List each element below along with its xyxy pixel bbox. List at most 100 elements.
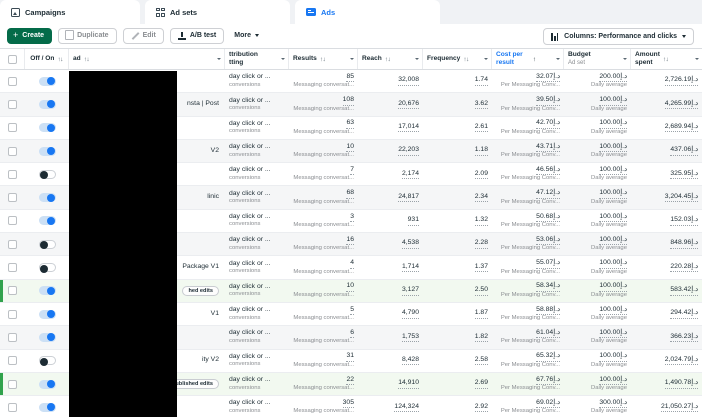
ad-name-cell[interactable]: linic [69, 186, 225, 208]
off-on-toggle[interactable] [38, 146, 56, 156]
ad-name-cell[interactable]: hed edits [69, 280, 225, 302]
row-toggle-cell[interactable] [25, 233, 69, 255]
header-budget[interactable]: Budget Ad set [564, 49, 631, 69]
duplicate-button[interactable]: Duplicate [58, 27, 117, 44]
row-select-cell[interactable] [0, 280, 25, 302]
row-toggle-cell[interactable] [25, 280, 69, 302]
off-on-toggle[interactable] [38, 169, 56, 180]
off-on-toggle[interactable] [38, 379, 56, 389]
row-toggle-cell[interactable] [25, 256, 69, 278]
column-menu-icon[interactable] [556, 58, 560, 60]
row-checkbox[interactable] [8, 402, 17, 412]
row-toggle-cell[interactable] [25, 140, 69, 162]
row-select-cell[interactable] [0, 93, 25, 115]
off-on-toggle[interactable] [38, 356, 56, 366]
off-on-toggle[interactable] [38, 263, 56, 273]
row-select-cell[interactable] [0, 233, 25, 255]
off-on-toggle[interactable] [38, 309, 56, 319]
tab-adsets[interactable]: Ad sets [145, 0, 290, 24]
row-toggle-cell[interactable] [25, 326, 69, 348]
ad-name-cell[interactable]: ity V2 [69, 350, 225, 372]
off-on-toggle[interactable] [38, 76, 56, 86]
row-select-cell[interactable] [0, 396, 25, 417]
row-checkbox[interactable] [8, 286, 17, 296]
row-select-cell[interactable] [0, 350, 25, 372]
row-checkbox[interactable] [8, 356, 17, 366]
row-select-cell[interactable] [0, 210, 25, 232]
row-checkbox[interactable] [8, 123, 17, 133]
ad-name-cell[interactable]: V2 [69, 140, 225, 162]
header-results[interactable]: Results ↑↓ [289, 49, 358, 69]
row-checkbox[interactable] [8, 146, 17, 156]
row-checkbox[interactable] [8, 332, 17, 342]
header-off-on[interactable]: Off / On ↑↓ [25, 49, 69, 69]
column-menu-icon[interactable] [484, 58, 488, 60]
row-checkbox[interactable] [8, 263, 17, 273]
ab-test-button[interactable]: A/B test [169, 27, 225, 44]
row-toggle-cell[interactable] [25, 350, 69, 372]
row-toggle-cell[interactable] [25, 396, 69, 417]
header-select-all[interactable] [0, 49, 25, 69]
row-checkbox[interactable] [8, 169, 17, 179]
ad-name-cell[interactable]: V1 [69, 303, 225, 325]
sort-ascending-icon[interactable]: ↑ [532, 55, 536, 63]
off-on-toggle[interactable] [38, 99, 56, 109]
row-select-cell[interactable] [0, 70, 25, 92]
header-cost-per-result[interactable]: Cost per result ↑ [492, 49, 564, 69]
off-on-toggle[interactable] [38, 286, 56, 296]
header-ad[interactable]: ad ↑↓ [69, 49, 225, 69]
edit-button[interactable]: Edit [122, 27, 164, 44]
column-menu-icon[interactable] [350, 58, 354, 60]
row-checkbox[interactable] [8, 76, 17, 86]
row-toggle-cell[interactable] [25, 93, 69, 115]
row-toggle-cell[interactable] [25, 163, 69, 185]
off-on-toggle[interactable] [38, 402, 56, 412]
create-button[interactable]: + Create [7, 27, 53, 44]
row-checkbox[interactable] [8, 193, 17, 203]
row-toggle-cell[interactable] [25, 117, 69, 139]
tab-ads[interactable]: Ads [295, 0, 440, 24]
sort-icon[interactable]: ↑↓ [384, 55, 391, 63]
row-select-cell[interactable] [0, 373, 25, 395]
header-frequency[interactable]: Frequency ↑↓ [423, 49, 492, 69]
row-select-cell[interactable] [0, 256, 25, 278]
more-button[interactable]: More [230, 28, 263, 44]
sort-icon[interactable]: ↑↓ [662, 55, 669, 63]
columns-button[interactable]: Columns: Performance and clicks [543, 28, 694, 45]
row-select-cell[interactable] [0, 303, 25, 325]
sort-icon[interactable]: ↑↓ [83, 55, 90, 63]
column-menu-icon[interactable] [623, 58, 627, 60]
sort-icon[interactable]: ↑↓ [319, 55, 326, 63]
off-on-toggle[interactable] [38, 332, 56, 342]
row-checkbox[interactable] [8, 239, 17, 249]
row-checkbox[interactable] [8, 216, 17, 226]
row-toggle-cell[interactable] [25, 70, 69, 92]
sort-icon[interactable]: ↑↓ [57, 55, 63, 63]
off-on-toggle[interactable] [38, 239, 56, 250]
header-amount-spent[interactable]: Amount spent ↑↓ [631, 49, 702, 69]
row-select-cell[interactable] [0, 163, 25, 185]
row-select-cell[interactable] [0, 117, 25, 139]
column-menu-icon[interactable] [281, 58, 285, 60]
row-toggle-cell[interactable] [25, 303, 69, 325]
row-select-cell[interactable] [0, 326, 25, 348]
ad-name-cell[interactable]: nsta | Post [69, 93, 225, 115]
header-reach[interactable]: Reach ↑↓ [358, 49, 423, 69]
off-on-toggle[interactable] [38, 216, 56, 226]
row-toggle-cell[interactable] [25, 210, 69, 232]
row-toggle-cell[interactable] [25, 373, 69, 395]
row-checkbox[interactable] [8, 379, 17, 389]
column-menu-icon[interactable] [415, 58, 419, 60]
column-menu-icon[interactable] [695, 58, 699, 60]
header-attribution-setting[interactable]: ttribution tting [225, 49, 289, 69]
ad-name-cell[interactable]: Package V1 [69, 256, 225, 278]
row-select-cell[interactable] [0, 186, 25, 208]
row-checkbox[interactable] [8, 99, 17, 109]
off-on-toggle[interactable] [38, 123, 56, 133]
select-all-checkbox[interactable] [7, 54, 17, 64]
off-on-toggle[interactable] [38, 193, 56, 203]
sort-icon[interactable]: ↑↓ [463, 55, 469, 63]
row-select-cell[interactable] [0, 140, 25, 162]
row-checkbox[interactable] [8, 309, 17, 319]
row-toggle-cell[interactable] [25, 186, 69, 208]
